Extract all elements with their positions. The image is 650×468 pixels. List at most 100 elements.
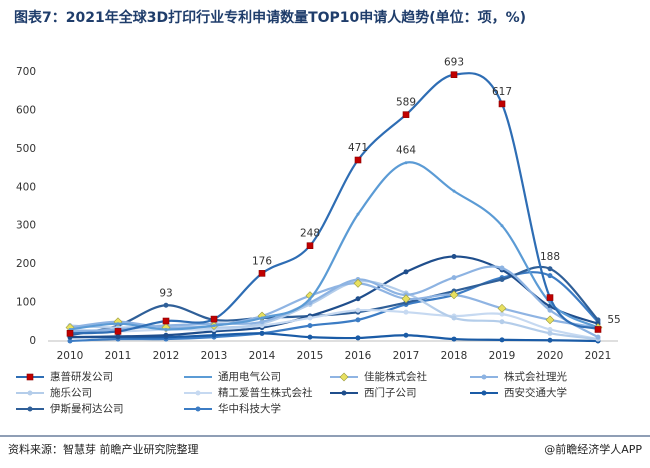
data-point [499, 319, 505, 325]
x-tick-label: 2017 [393, 350, 420, 362]
legend-label: 施乐公司 [50, 386, 92, 399]
data-point [307, 334, 313, 340]
x-tick-label: 2012 [153, 350, 180, 362]
data-point [402, 111, 410, 118]
x-tick-label: 2021 [585, 350, 612, 362]
data-point [546, 294, 554, 301]
legend-marker [481, 374, 487, 380]
x-tick-label: 2018 [441, 350, 468, 362]
data-point [500, 224, 504, 228]
data-point [545, 315, 555, 325]
data-point [497, 303, 507, 313]
data-point [547, 307, 553, 313]
data-label: 617 [492, 86, 512, 98]
y-tick-label: 300 [16, 220, 36, 232]
legend-label: 精工爱普生株式会社 [218, 386, 313, 399]
series-line [69, 161, 599, 331]
legend-marker [341, 390, 347, 396]
data-point [308, 297, 312, 301]
data-point [547, 273, 553, 279]
y-tick-label: 600 [16, 104, 36, 116]
data-point [113, 317, 123, 327]
data-label: 55 [607, 314, 620, 326]
y-tick-label: 500 [16, 143, 36, 155]
data-point [355, 335, 361, 341]
data-point [451, 315, 457, 321]
data-label: 693 [444, 57, 464, 69]
legend-label: 伊斯曼柯达公司 [50, 402, 124, 415]
legend-marker [195, 406, 201, 412]
data-point [211, 332, 217, 338]
legend-label: 惠普研发公司 [50, 370, 113, 383]
y-tick-label: 200 [16, 258, 36, 270]
data-point [594, 326, 602, 333]
source: 资料来源：智慧芽 前瞻产业研究院整理 [8, 442, 199, 456]
series-line [70, 332, 599, 343]
data-point [114, 328, 122, 335]
data-point [451, 336, 457, 342]
data-point [164, 327, 168, 331]
data-point [450, 71, 458, 78]
data-point [67, 338, 73, 344]
data-label: 248 [300, 228, 320, 240]
data-label: 188 [540, 251, 560, 263]
data-label: 176 [252, 255, 272, 267]
data-point [259, 330, 265, 336]
data-point [498, 100, 506, 108]
data-point [355, 317, 361, 323]
data-point [307, 323, 313, 329]
series-line [69, 255, 599, 339]
series-line [69, 72, 599, 335]
x-tick-label: 2013 [201, 350, 228, 362]
data-point [595, 317, 601, 323]
data-point [499, 337, 505, 343]
y-tick-label: 100 [16, 297, 36, 309]
legend-marker [195, 390, 201, 396]
x-tick-label: 2016 [345, 350, 372, 362]
legend-label: 华中科技大学 [218, 402, 281, 415]
x-tick-label: 2015 [297, 350, 324, 362]
x-tick-label: 2010 [57, 350, 84, 362]
legend-marker [339, 372, 349, 382]
data-label: 471 [348, 142, 368, 154]
data-label: 589 [396, 97, 416, 109]
data-point [163, 302, 169, 308]
legend-marker [27, 406, 33, 412]
data-point [595, 334, 601, 340]
legend-label: 西门子公司 [364, 386, 417, 399]
data-point [403, 309, 409, 315]
y-tick-label: 400 [16, 181, 36, 193]
data-point [404, 161, 408, 165]
data-point [259, 319, 265, 325]
data-point [212, 324, 216, 328]
data-point [162, 317, 170, 325]
legend-marker [27, 390, 33, 396]
data-point [403, 332, 409, 338]
data-point [451, 275, 457, 281]
x-tick-label: 2019 [489, 350, 516, 362]
data-label: 93 [159, 287, 172, 299]
data-point [449, 290, 459, 300]
legend-label: 佳能株式会社 [364, 370, 427, 383]
data-label: 464 [396, 145, 416, 157]
data-point [499, 265, 505, 271]
data-point [307, 315, 313, 321]
data-point [547, 326, 553, 332]
data-point [66, 330, 74, 337]
data-point [353, 278, 363, 288]
legend-label: 株式会社理光 [504, 370, 567, 383]
brand: @前瞻经济学人APP [544, 442, 642, 456]
chart-title: 图表7：2021年全球3D打印行业专利申请数量TOP10申请人趋势(单位：项，%… [14, 9, 526, 26]
data-point [260, 316, 264, 320]
data-point [356, 212, 360, 216]
data-point [401, 294, 411, 304]
legend-label: 通用电气公司 [218, 370, 281, 383]
data-point [499, 277, 505, 283]
x-tick-label: 2011 [105, 350, 132, 362]
y-tick-label: 700 [16, 66, 36, 78]
data-point [499, 311, 505, 317]
data-point [451, 253, 457, 259]
legend-marker [481, 390, 487, 396]
data-point [115, 333, 121, 339]
